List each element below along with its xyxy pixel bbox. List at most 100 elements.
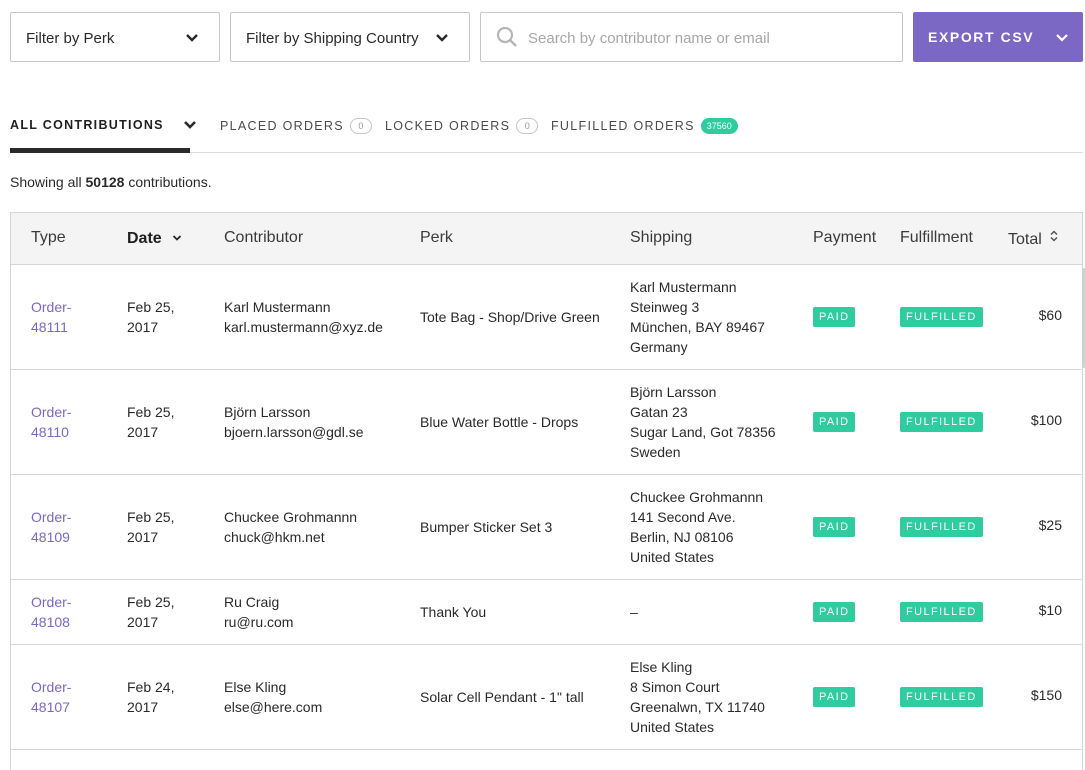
search-box <box>480 12 903 62</box>
order-link[interactable]: Order- 48111 <box>31 297 71 337</box>
shipping-address: – <box>630 602 638 622</box>
payment-status-badge: PAID <box>813 307 856 327</box>
contributor: Else Kling else@here.com <box>224 677 322 717</box>
address-line: Steinweg 3 <box>630 299 700 315</box>
column-header-contributor[interactable]: Contributor <box>224 229 304 246</box>
order-link[interactable]: Order- 48107 <box>31 677 71 717</box>
order-id-part: 48107 <box>31 699 70 715</box>
table-row[interactable]: Order- 48111 Feb 25, 2017 Karl Musterman… <box>11 265 1082 370</box>
country-filter-select[interactable]: Filter by Shipping Country <box>230 12 470 62</box>
column-header-total[interactable]: Total <box>1008 229 1058 249</box>
fulfillment-status-badge: FULFILLED <box>900 687 983 707</box>
address-line: Greenalwn, TX 11740 <box>630 699 765 715</box>
column-header-type[interactable]: Type <box>31 229 66 246</box>
address-line: 8 Simon Court <box>630 679 720 695</box>
column-header-date[interactable]: Date <box>127 229 182 248</box>
date-part: 2017 <box>127 424 159 440</box>
chevron-down-icon <box>185 30 199 48</box>
date-part: Feb 25, <box>127 509 175 525</box>
contributor-email: bjoern.larsson@gdl.se <box>224 424 364 440</box>
contributor: Karl Mustermann karl.mustermann@xyz.de <box>224 297 383 337</box>
contributor-email: chuck@hkm.net <box>224 529 325 545</box>
perk-filter-select[interactable]: Filter by Perk <box>10 12 220 62</box>
column-header-total-label: Total <box>1008 231 1042 248</box>
chevron-down-icon <box>1055 30 1069 48</box>
filter-bar: Filter by Perk Filter by Shipping Countr… <box>10 12 1083 62</box>
tab-label: FULFILLED ORDERS <box>551 119 695 133</box>
address-line: Berlin, NJ 08106 <box>630 529 734 545</box>
order-total: $10 <box>1038 602 1062 618</box>
fulfillment-status-badge: FULFILLED <box>900 602 983 622</box>
export-csv-button[interactable]: EXPORT CSV <box>913 12 1083 62</box>
order-total: $100 <box>1030 412 1062 428</box>
order-link[interactable]: Order- 48108 <box>31 592 71 632</box>
column-header-fulfillment[interactable]: Fulfillment <box>900 229 973 246</box>
column-header-payment[interactable]: Payment <box>813 229 877 246</box>
contributor: Björn Larsson bjoern.larsson@gdl.se <box>224 402 364 442</box>
order-link[interactable]: Order- 48110 <box>31 402 71 442</box>
fulfillment-status-badge: FULFILLED <box>900 307 983 327</box>
perk-name: Bumper Sticker Set 3 <box>420 519 553 535</box>
table-row[interactable]: Order- 48110 Feb 25, 2017 Björn Larsson … <box>11 370 1082 475</box>
address-line: Björn Larsson <box>630 384 717 400</box>
order-date: Feb 25, 2017 <box>127 297 174 337</box>
payment-status-badge: PAID <box>813 412 856 432</box>
order-id-part: 48110 <box>31 424 69 440</box>
search-icon <box>496 26 518 53</box>
payment-status-badge: PAID <box>813 517 856 537</box>
contributor-email: else@here.com <box>224 699 323 715</box>
table-row[interactable] <box>11 750 1082 770</box>
tab-all-contributions[interactable]: ALL CONTRIBUTIONS <box>10 118 197 133</box>
perk-name: Solar Cell Pendant - 1" tall <box>420 689 584 705</box>
search-input[interactable] <box>526 23 890 53</box>
order-date: Feb 25, 2017 <box>127 402 174 442</box>
order-id-part: Order- <box>31 404 72 420</box>
contributor-name: Chuckee Grohmannn <box>224 509 358 525</box>
order-id-part: 48111 <box>31 319 68 335</box>
perk-filter-label: Filter by Perk <box>26 30 115 47</box>
sort-both-icon <box>1050 229 1058 246</box>
tab-label: ALL CONTRIBUTIONS <box>10 118 164 132</box>
chevron-down-icon <box>183 119 197 133</box>
date-part: Feb 25, <box>127 594 175 610</box>
summary-prefix: Showing all <box>10 174 82 190</box>
table-row[interactable]: Order- 48108 Feb 25, 2017 Ru Craig ru@ru… <box>11 580 1082 645</box>
tab-count-badge: 37560 <box>700 118 738 134</box>
date-part: Feb 24, <box>127 679 175 695</box>
table-row[interactable]: Order- 48107 Feb 24, 2017 Else Kling els… <box>11 645 1082 750</box>
sort-desc-icon <box>172 229 182 246</box>
order-id-part: Order- <box>31 509 72 525</box>
column-header-date-label: Date <box>127 230 162 247</box>
chevron-down-icon <box>435 30 449 48</box>
perk-name: Tote Bag - Shop/Drive Green <box>420 309 600 325</box>
contributor-email: ru@ru.com <box>224 614 294 630</box>
column-header-shipping[interactable]: Shipping <box>630 229 693 246</box>
column-header-perk[interactable]: Perk <box>420 229 453 246</box>
address-line: Sugar Land, Got 78356 <box>630 424 776 440</box>
export-csv-label: EXPORT CSV <box>928 29 1035 45</box>
tab-fulfilled-orders[interactable]: FULFILLED ORDERS 37560 <box>551 118 738 134</box>
address-line: Chuckee Grohmannn <box>630 489 764 505</box>
order-date: Feb 25, 2017 <box>127 592 174 632</box>
address-line: Germany <box>630 339 688 355</box>
contributor: Chuckee Grohmannn chuck@hkm.net <box>224 507 357 547</box>
date-part: 2017 <box>127 319 159 335</box>
order-date: Feb 24, 2017 <box>127 677 174 717</box>
table-header: Type Date Contributor Perk Shipping Paym… <box>11 213 1082 265</box>
order-total: $150 <box>1030 687 1062 703</box>
order-id-part: Order- <box>31 299 72 315</box>
tab-label: PLACED ORDERS <box>220 119 344 133</box>
table-row[interactable]: Order- 48109 Feb 25, 2017 Chuckee Grohma… <box>11 475 1082 580</box>
summary-suffix: contributions. <box>128 174 212 190</box>
tab-locked-orders[interactable]: LOCKED ORDERS 0 <box>385 118 539 134</box>
country-filter-label: Filter by Shipping Country <box>246 30 419 47</box>
scrollbar[interactable] <box>1082 268 1085 368</box>
tab-placed-orders[interactable]: PLACED ORDERS 0 <box>220 118 372 134</box>
address-line: 141 Second Ave. <box>630 509 736 525</box>
order-link[interactable]: Order- 48109 <box>31 507 71 547</box>
address-line: Sweden <box>630 444 681 460</box>
tab-count-badge: 0 <box>349 118 372 134</box>
order-id-part: Order- <box>31 679 72 695</box>
order-id-part: 48108 <box>31 614 70 630</box>
payment-status-badge: PAID <box>813 602 856 622</box>
